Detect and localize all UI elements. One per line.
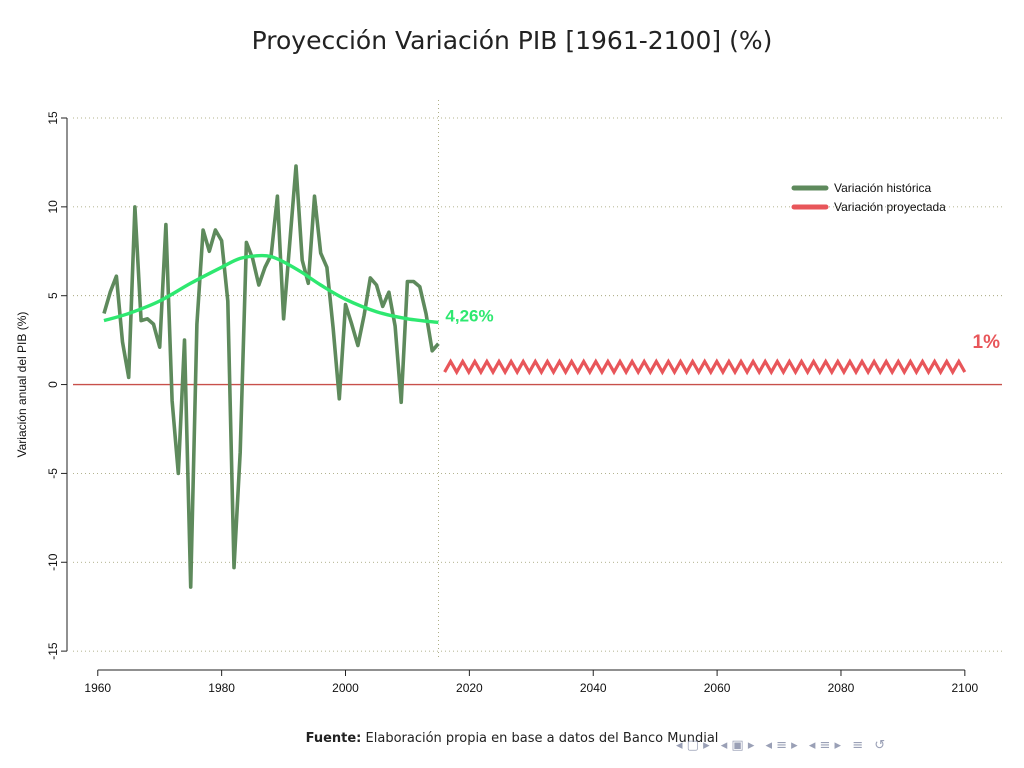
- projected-series-line: [443, 358, 967, 376]
- grid-lines: [73, 100, 1002, 660]
- y-tick-label: -5: [46, 468, 60, 479]
- historical-series-line: [102, 164, 440, 589]
- projected-value-label: 1%: [973, 332, 1001, 353]
- footer-text: Elaboración propia en base a datos del B…: [365, 731, 719, 746]
- legend-label: Variación proyectada: [834, 200, 946, 214]
- axes: -15 -10 -5 0 5 10 15 1960 1980 2000 2020 2040 2060 20…: [15, 111, 979, 695]
- footer-label: Fuente:: [305, 731, 362, 746]
- x-tick-label: 1980: [208, 681, 235, 695]
- y-tick-label: -10: [46, 553, 60, 571]
- nav-frame-icon[interactable]: ◂ ▣ ▸: [720, 738, 755, 753]
- y-tick-label: 15: [46, 111, 60, 125]
- x-tick-label: 1960: [84, 681, 111, 695]
- x-tick-label: 2020: [456, 681, 483, 695]
- trend-line: [103, 253, 439, 325]
- x-tick-label: 2040: [580, 681, 607, 695]
- legend-label: Variación histórica: [834, 181, 931, 195]
- y-tick-label: -15: [46, 642, 60, 660]
- data-labels: 4,26% 1%: [445, 306, 1000, 353]
- nav-menu-icon[interactable]: ≡: [852, 738, 864, 753]
- trend-value-label: 4,26%: [445, 306, 493, 325]
- x-tick-label: 2000: [332, 681, 359, 695]
- x-tick-label: 2060: [704, 681, 731, 695]
- y-tick-label: 5: [46, 292, 60, 299]
- nav-subsection-icon[interactable]: ◂ ≡ ▸: [808, 738, 842, 753]
- series-group: [102, 164, 967, 589]
- y-tick-label: 0: [46, 381, 60, 388]
- x-tick-label: 2080: [828, 681, 855, 695]
- slide-title: Proyección Variación PIB [1961-2100] (%): [251, 26, 773, 55]
- y-axis-title: Variación anual del PIB (%): [15, 312, 29, 458]
- y-tick-label: 10: [46, 200, 60, 214]
- gdp-chart: -15 -10 -5 0 5 10 15 1960 1980 2000 2020 2040 2060 20…: [15, 100, 1002, 695]
- source-footer: Fuente: Elaboración propia en base a dat…: [0, 731, 1024, 746]
- nav-first-icon[interactable]: ◂ ▢ ▸: [676, 738, 710, 753]
- nav-back-icon[interactable]: ↺: [874, 738, 886, 753]
- nav-section-icon[interactable]: ◂ ≡ ▸: [765, 738, 798, 753]
- legend: Variación histórica Variación proyectada: [791, 181, 946, 214]
- x-tick-label: 2100: [951, 681, 978, 695]
- beamer-navigation: ◂ ▢ ▸ ◂ ▣ ▸ ◂ ≡ ▸ ◂ ≡ ▸ ≡ ↺: [676, 738, 892, 753]
